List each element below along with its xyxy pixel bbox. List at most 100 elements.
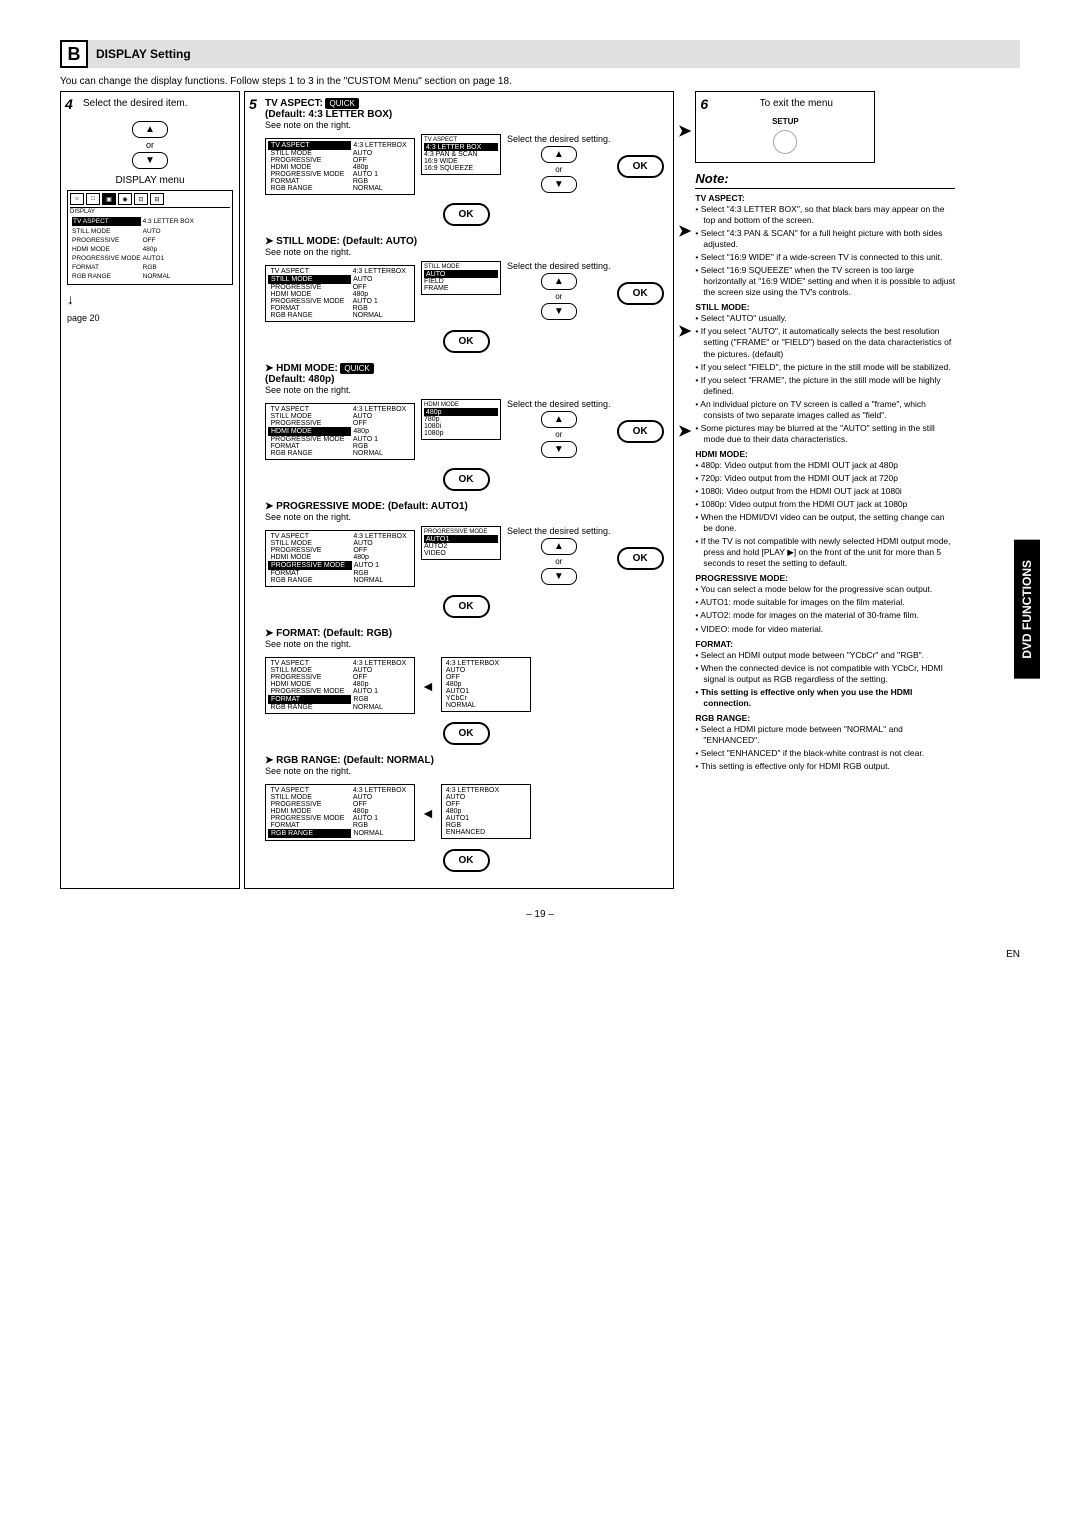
note-section-header: TV ASPECT: (695, 193, 955, 204)
select-text: Select the desired setting. (507, 134, 611, 144)
menu-cell: 480p (351, 808, 412, 815)
menu-cell: 480p (444, 808, 528, 815)
option-item: VIDEO (424, 550, 498, 557)
note-item: • If you select "AUTO", it automatically… (695, 326, 955, 359)
note-item: • Some pictures may be blurred at the "A… (695, 423, 955, 445)
up-arrow-btn[interactable]: ▲ (541, 146, 577, 163)
menu-cell: RGB RANGE (269, 704, 351, 712)
note-item: • 720p: Video output from the HDMI OUT j… (695, 473, 955, 484)
note-item: • This setting is effective only when yo… (695, 687, 955, 709)
menu-cell: PROGRESSIVE (269, 547, 352, 554)
menu-cell: RGB (143, 264, 194, 271)
menu-cell: 4:3 LETTERBOX (444, 660, 528, 667)
note-item: • If you select "FRAME", the picture in … (695, 375, 955, 397)
see-note: See note on the right. (265, 512, 667, 522)
menu-cell: 4:3 LETTER BOX (143, 217, 194, 226)
menu-cell: 480p (351, 428, 412, 436)
down-arrow-btn[interactable]: ▼ (541, 303, 577, 320)
note-section-header: PROGRESSIVE MODE: (695, 573, 955, 584)
option-box: PROGRESSIVE MODEAUTO1AUTO2VIDEO (421, 526, 501, 560)
ok-button[interactable]: OK (617, 282, 664, 305)
option-item: FRAME (424, 285, 498, 292)
ok-button[interactable]: OK (443, 330, 490, 353)
up-arrow-btn[interactable]: ▲ (541, 273, 577, 290)
page-number: – 19 – (60, 909, 1020, 920)
note-item: • Select "AUTO" usually. (695, 313, 955, 324)
down-arrow-btn[interactable]: ▼ (541, 441, 577, 458)
option-box: STILL MODEAUTOFIELDFRAME (421, 261, 501, 295)
menu-box: TV ASPECT4:3 LETTERBOXSTILL MODEAUTOPROG… (265, 403, 415, 460)
down-arrow-btn[interactable]: ▼ (132, 152, 168, 169)
menu-cell: NORMAL (351, 312, 412, 319)
side-menu-box: 4:3 LETTERBOXAUTOOFF480pAUTO1YCbCrNORMAL (441, 657, 531, 712)
option-item: 16:9 WIDE (424, 158, 498, 165)
menu-cell: TV ASPECT (269, 142, 351, 150)
menu-cell: HDMI MODE (269, 164, 351, 171)
see-note: See note on the right. (265, 385, 667, 395)
ok-button[interactable]: OK (617, 420, 664, 443)
setting-title: TV ASPECT: (265, 98, 323, 109)
note-section-header: STILL MODE: (695, 302, 955, 313)
ok-button[interactable]: OK (617, 155, 664, 178)
menu-cell: OFF (351, 420, 412, 428)
up-arrow-btn[interactable]: ▲ (132, 121, 168, 138)
menu-cell: PROGRESSIVE MODE (269, 562, 352, 570)
step6-text: To exit the menu (760, 98, 833, 109)
menu-cell: RGB RANGE (72, 273, 141, 280)
menu-cell: FORMAT (269, 443, 351, 450)
menu-box: TV ASPECT4:3 LETTERBOXSTILL MODEAUTOPROG… (265, 138, 415, 195)
option-item: AUTO (424, 271, 498, 278)
menu-cell: NORMAL (351, 577, 411, 584)
menu-cell: 480p (351, 291, 412, 298)
menu-cell: AUTO (351, 794, 412, 801)
ok-button[interactable]: OK (443, 203, 490, 226)
setting-title: ➤ PROGRESSIVE MODE: (Default: AUTO1) (265, 501, 468, 512)
ok-button[interactable]: OK (443, 468, 490, 491)
note-section-header: RGB RANGE: (695, 713, 955, 724)
menu-cell: OFF (351, 547, 411, 554)
menu-cell: AUTO 1 (351, 298, 412, 305)
note-title: Note: (695, 171, 955, 189)
ok-button[interactable]: OK (617, 547, 664, 570)
setting-title: ➤ RGB RANGE: (Default: NORMAL) (265, 755, 434, 766)
menu-cell: PROGRESSIVE MODE (269, 436, 351, 444)
ok-button[interactable]: OK (443, 849, 490, 872)
arrow-right-icon: ➤ (678, 221, 691, 241)
setup-button[interactable] (773, 130, 797, 154)
menu-cell: PROGRESSIVE MODE (72, 255, 141, 262)
up-arrow-btn[interactable]: ▲ (541, 411, 577, 428)
menu-cell: PROGRESSIVE (269, 157, 351, 164)
option-item: 480p (424, 409, 498, 416)
see-note: See note on the right. (265, 639, 667, 649)
menu-cell: 480p (444, 681, 528, 688)
menu-cell: HDMI MODE (269, 291, 351, 298)
menu-cell: STILL MODE (269, 667, 351, 674)
down-arrow-btn[interactable]: ▼ (541, 568, 577, 585)
ok-button[interactable]: OK (443, 722, 490, 745)
menu-cell: NORMAL (444, 702, 528, 709)
setting-title: ➤ HDMI MODE: (265, 363, 338, 374)
option-item: 780p (424, 416, 498, 423)
menu-cell: HDMI MODE (269, 808, 351, 815)
menu-cell: AUTO (351, 150, 412, 158)
display-menu-box: ☼ □ ▣ ◉ ⊡ ⊟ DISPLAY TV ASPECT4:3 LETTER … (67, 190, 233, 285)
menu-cell: PROGRESSIVE (269, 801, 351, 808)
menu-cell: 480p (351, 164, 412, 171)
menu-box: TV ASPECT4:3 LETTERBOXSTILL MODEAUTOPROG… (265, 784, 415, 841)
menu-cell: RGB (351, 305, 412, 312)
option-item: 4:3 LETTER BOX (424, 144, 498, 151)
up-arrow-btn[interactable]: ▲ (541, 538, 577, 555)
down-arrow-btn[interactable]: ▼ (541, 176, 577, 193)
menu-cell: OFF (143, 237, 194, 244)
arrow-connectors: ➤ ➤ ➤ ➤ (678, 91, 691, 889)
menu-cell: YCbCr (444, 695, 528, 702)
note-item: • AUTO1: mode suitable for images on the… (695, 597, 955, 608)
note-item: • This setting is effective only for HDM… (695, 761, 955, 772)
menu-cell: ENHANCED (444, 829, 528, 836)
or-text: or (507, 292, 611, 301)
menu-box: TV ASPECT4:3 LETTERBOXSTILL MODEAUTOPROG… (265, 265, 415, 322)
see-note: See note on the right. (265, 247, 667, 257)
menu-cell: FORMAT (269, 570, 352, 578)
ok-button[interactable]: OK (443, 595, 490, 618)
menu-cell: AUTO (444, 667, 528, 674)
